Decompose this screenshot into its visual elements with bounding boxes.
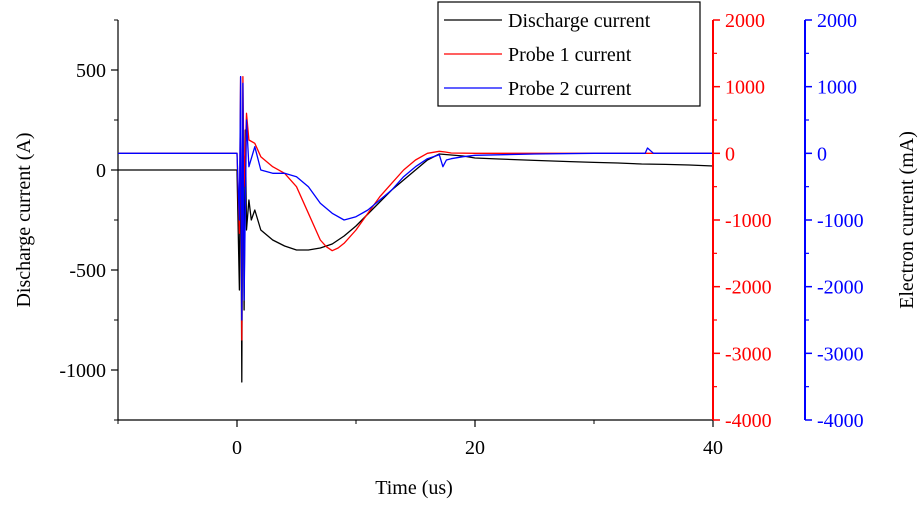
x-tick-label: 40 <box>703 437 723 459</box>
legend-label: Probe 1 current <box>508 44 632 66</box>
probe2-tick-label: -4000 <box>817 410 864 432</box>
probe1-tick-label: -2000 <box>725 277 772 299</box>
series-line-2 <box>118 76 713 341</box>
y-axis-right-title: Electron current (mA) <box>896 131 918 309</box>
probe2-tick-label: -1000 <box>817 210 864 232</box>
legend: Discharge current Probe 1 current Probe 2 … <box>437 1 701 107</box>
y-tick-label: -500 <box>69 260 106 282</box>
y-axis-left-title: Discharge current (A) <box>13 132 35 307</box>
probe2-tick-label: -2000 <box>817 277 864 299</box>
legend-label: Discharge current <box>508 10 651 32</box>
series-line-1 <box>118 109 714 383</box>
series-layer <box>118 76 714 383</box>
y-axis-discharge: 500 0 -500 -1000 <box>59 19 118 421</box>
probe2-tick-label: 0 <box>817 143 827 165</box>
probe2-tick-label: 1000 <box>817 77 857 99</box>
probe1-tick-label: -3000 <box>725 343 772 365</box>
x-tick-label: 20 <box>465 437 485 459</box>
probe1-tick-label: -4000 <box>725 410 772 432</box>
probe1-tick-label: 0 <box>725 143 735 165</box>
x-tick-label: 0 <box>232 437 242 459</box>
probe1-tick-label: 1000 <box>725 77 765 99</box>
probe1-tick-label: 2000 <box>725 10 765 32</box>
x-axis-title: Time (us) <box>375 477 453 499</box>
legend-label: Probe 2 current <box>508 78 632 100</box>
y-tick-label: 0 <box>96 160 106 182</box>
probe2-tick-label: -3000 <box>817 343 864 365</box>
probe2-tick-label: 2000 <box>817 10 857 32</box>
x-axis: 0 20 40 <box>117 420 723 459</box>
probe1-tick-label: -1000 <box>725 210 772 232</box>
series-line-3 <box>118 76 713 321</box>
y-axis-probe2: 2000 1000 0 -1000 -2000 -3000 -4000 <box>804 10 864 432</box>
y-tick-label: 500 <box>76 60 106 82</box>
y-tick-label: -1000 <box>59 360 106 382</box>
y-axis-probe1: 2000 1000 0 -1000 -2000 -3000 -4000 <box>712 10 772 432</box>
